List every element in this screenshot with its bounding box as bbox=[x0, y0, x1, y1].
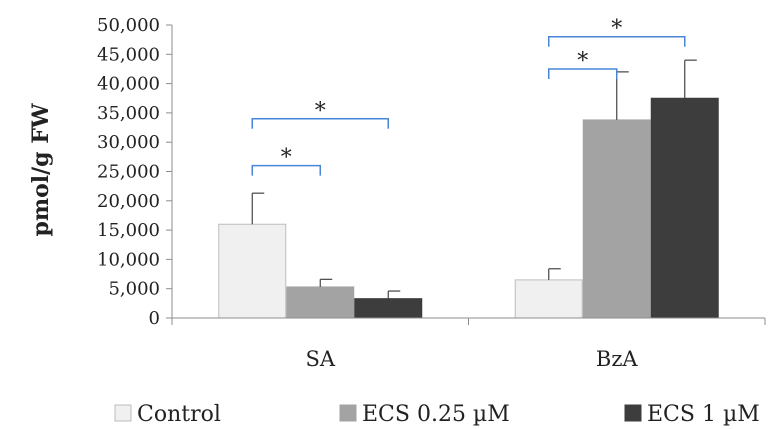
category-label: SA bbox=[305, 347, 335, 371]
significance-bracket bbox=[548, 35, 686, 47]
significance-star: * bbox=[577, 49, 588, 74]
y-tick-label: 35,000 bbox=[97, 103, 160, 124]
significance-star: * bbox=[281, 146, 292, 171]
legend-label: ECS 0.25 µM bbox=[362, 402, 510, 427]
category-label: BzA bbox=[596, 347, 638, 371]
x-axis: SA BzA bbox=[171, 317, 766, 371]
y-tick-label: 30,000 bbox=[97, 132, 160, 153]
legend-swatch bbox=[339, 404, 357, 422]
y-tick-label: 45,000 bbox=[97, 44, 160, 65]
y-axis: 0 5,000 10,000 15,000 20,000 25,000 30,000 35,0… bbox=[97, 15, 173, 329]
bar bbox=[354, 298, 423, 319]
significance-star: * bbox=[611, 17, 622, 42]
legend-swatch bbox=[624, 404, 642, 422]
bar bbox=[286, 286, 355, 319]
legend-label: Control bbox=[137, 402, 221, 427]
bars bbox=[218, 97, 719, 319]
legend: Control ECS 0.25 µM ECS 1 µM bbox=[114, 402, 760, 427]
bar bbox=[218, 223, 287, 319]
y-tick-label: 5,000 bbox=[108, 279, 160, 300]
legend-swatch bbox=[114, 404, 132, 422]
y-tick-label: 25,000 bbox=[97, 162, 160, 183]
y-tick-label: 10,000 bbox=[97, 249, 160, 270]
bar bbox=[650, 97, 719, 319]
bar bbox=[514, 279, 583, 319]
y-tick-label: 40,000 bbox=[97, 74, 160, 95]
y-tick-label: 15,000 bbox=[97, 220, 160, 241]
significance-brackets: * * * * bbox=[251, 17, 686, 176]
y-tick-label: 0 bbox=[149, 308, 160, 329]
significance-bracket bbox=[548, 68, 618, 79]
legend-label: ECS 1 µM bbox=[647, 402, 760, 427]
y-tick-label: 50,000 bbox=[97, 15, 160, 36]
bar bbox=[582, 119, 651, 319]
error-bars bbox=[251, 59, 697, 299]
significance-bracket bbox=[251, 118, 389, 129]
y-tick-label: 20,000 bbox=[97, 191, 160, 212]
y-axis-title: pmol/g FW bbox=[28, 103, 54, 236]
significance-star: * bbox=[315, 99, 326, 124]
significance-bracket bbox=[251, 164, 321, 176]
